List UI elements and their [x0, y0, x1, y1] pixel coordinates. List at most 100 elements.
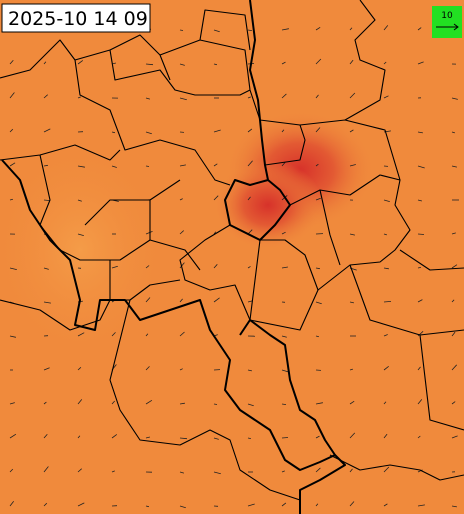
legend-label: 10: [441, 11, 453, 21]
wind-arrow: [145, 97, 151, 100]
wind-arrow: [77, 468, 82, 473]
wind-arrow: [383, 233, 388, 236]
wind-arrow: [247, 160, 253, 167]
wind-arrow: [383, 199, 390, 202]
wind-arrow: [281, 231, 286, 235]
legend-box: [432, 6, 462, 38]
wind-arrow: [145, 231, 153, 235]
legend-arrow-head: [453, 23, 459, 31]
wind-arrow: [383, 25, 389, 31]
wind-arrow: [451, 299, 455, 303]
wind-arrow: [451, 131, 456, 134]
wind-arrow: [77, 399, 83, 405]
wind-arrow: [77, 60, 84, 65]
wind-arrow: [383, 365, 389, 371]
wind-arrow: [43, 466, 49, 473]
wind-arrow: [315, 26, 321, 31]
wind-arrow: [77, 199, 82, 202]
wind-arrow: [383, 466, 390, 473]
wind-arrow: [145, 165, 150, 167]
wind-arrow: [145, 399, 153, 405]
wind-arrow: [179, 262, 185, 269]
wind-arrow: [349, 301, 354, 304]
wind-arrow: [43, 502, 48, 507]
wind-arrow: [145, 505, 149, 508]
wind-arrow: [179, 164, 186, 167]
wind-arrow: [315, 402, 323, 405]
wind-arrow: [315, 335, 320, 338]
wind-arrow: [451, 401, 456, 405]
wind-arrow: [417, 199, 422, 202]
wind-arrow: [281, 61, 286, 65]
wind-arrow: [281, 437, 289, 439]
wind-arrow: [349, 400, 355, 405]
wind-arrow: [281, 266, 288, 269]
wind-arrow: [77, 435, 81, 439]
wind-arrow: [383, 95, 389, 99]
wind-arrow: [9, 162, 16, 167]
wind-arrow: [247, 29, 252, 31]
wind-arrow: [145, 63, 154, 66]
wind-arrow: [179, 230, 184, 235]
wind-arrow: [9, 267, 17, 270]
wind-arrow: [43, 94, 48, 99]
wind-arrow: [349, 368, 354, 371]
wind-arrow: [179, 63, 185, 66]
wind-arrow: [9, 92, 15, 99]
wind-arrow: [43, 267, 49, 270]
wind-arrow: [383, 433, 388, 439]
wind-arrow: [281, 403, 287, 405]
wind-arrow: [451, 232, 456, 235]
wind-arrow: [349, 164, 356, 167]
wind-arrow: [111, 131, 115, 134]
wind-arrow: [247, 96, 251, 99]
wind-arrow: [349, 432, 356, 439]
wind-arrow: [383, 334, 388, 337]
wind-arrow: [213, 297, 220, 303]
wind-arrow: [349, 468, 353, 473]
wind-arrow: [281, 161, 286, 167]
wind-arrow: [213, 129, 221, 133]
wind-arrow: [383, 401, 387, 405]
wind-arrow: [281, 502, 287, 507]
wind-arrow: [179, 97, 187, 101]
wind-arrow: [315, 197, 321, 201]
wind-arrow: [179, 368, 183, 371]
wind-arrow: [9, 468, 14, 473]
wind-arrow: [281, 129, 285, 133]
wind-arrow: [77, 367, 82, 371]
wind-arrow: [9, 128, 14, 133]
wind-arrow: [247, 503, 255, 507]
wind-arrow: [417, 267, 421, 269]
wind-arrow: [451, 165, 457, 168]
wind-arrow: [383, 61, 387, 65]
wind-arrow: [43, 401, 47, 405]
wind-arrow: [417, 299, 423, 303]
wind-arrow: [247, 196, 251, 201]
wind-arrow: [417, 504, 425, 507]
wind-arrow: [315, 301, 322, 305]
wind-arrow: [213, 63, 217, 66]
wind-arrow: [43, 301, 51, 304]
timestamp-box: [1, 3, 151, 33]
wind-arrow: [349, 233, 355, 236]
wind-arrow: [43, 433, 48, 439]
wind-arrow: [43, 367, 50, 371]
wind-arrow: [179, 505, 186, 509]
wind-arrow: [145, 131, 152, 135]
wind-arrow: [451, 435, 458, 439]
wind-arrow: [43, 61, 47, 65]
wind-arrow: [213, 471, 221, 475]
wind-arrow: [43, 128, 51, 133]
wind-arrow: [349, 59, 354, 65]
wind-arrow: [247, 403, 254, 407]
wind-arrow: [247, 128, 253, 133]
wind-arrow: [315, 94, 319, 99]
wind-arrow: [179, 298, 183, 303]
wind-arrow: [179, 402, 185, 405]
wind-arrow: [77, 233, 84, 236]
wind-arrow: [281, 335, 287, 338]
wind-arrow: [43, 164, 48, 167]
